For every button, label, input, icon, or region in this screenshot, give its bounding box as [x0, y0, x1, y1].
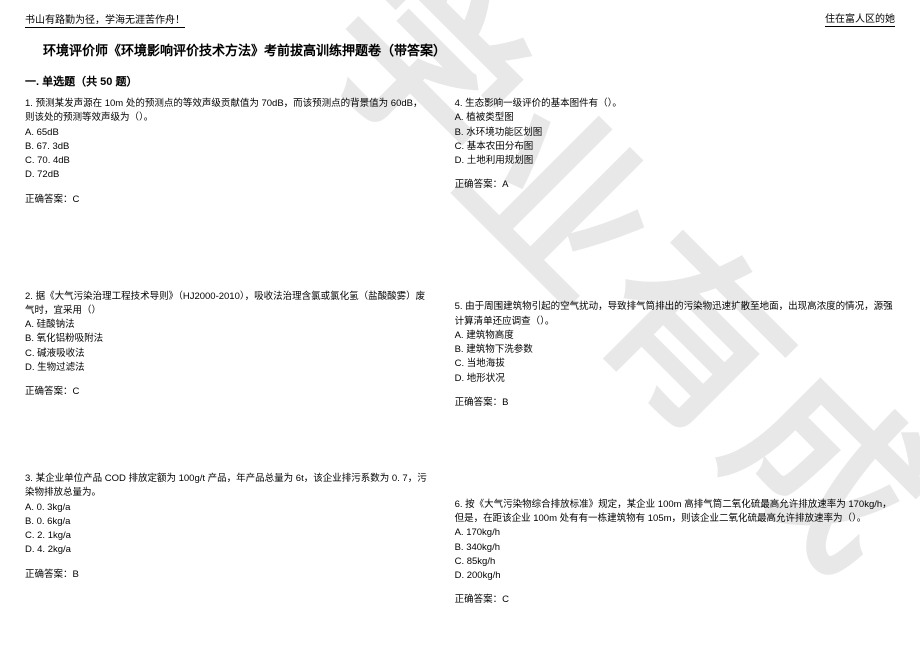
option-d: D. 4. 2kg/a — [25, 543, 431, 557]
option-b: B. 67. 3dB — [25, 140, 431, 154]
question-text: 6. 按《大气污染物综合排放标准》规定，某企业 100m 高排气筒二氧化硫最高允… — [455, 498, 895, 527]
question-body: 由于周围建筑物引起的空气扰动，导致排气筒排出的污染物迅速扩散至地面，出现高浓度的… — [455, 301, 893, 326]
question-number: 5. — [455, 301, 463, 312]
question-body: 按《大气污染物综合排放标准》规定，某企业 100m 高排气筒二氧化硫最高允许排放… — [455, 499, 892, 524]
option-a: A. 植被类型图 — [455, 111, 895, 125]
right-column: 4. 生态影响一级评价的基本图件有（）。 A. 植被类型图 B. 水环境功能区划… — [443, 97, 895, 605]
option-d: D. 地形状况 — [455, 372, 895, 386]
question-1: 1. 预测某发声源在 10m 处的预测点的等效声级贡献值为 70dB，而该预测点… — [25, 97, 431, 205]
header-right: 住在富人区的她 — [825, 10, 895, 27]
option-c: C. 基本农田分布图 — [455, 140, 895, 154]
answer: 正确答案：C — [455, 591, 895, 605]
question-text: 4. 生态影响一级评价的基本图件有（）。 — [455, 97, 895, 111]
option-a: A. 65dB — [25, 126, 431, 140]
exam-title: 环境评价师《环境影响评价技术方法》考前拔高训练押题卷（带答案） — [43, 40, 895, 59]
option-b: B. 氧化铝粉吸附法 — [25, 332, 431, 346]
answer: 正确答案：C — [25, 383, 431, 397]
option-b: B. 340kg/h — [455, 541, 895, 555]
option-c: C. 85kg/h — [455, 555, 895, 569]
question-text: 1. 预测某发声源在 10m 处的预测点的等效声级贡献值为 70dB，而该预测点… — [25, 97, 431, 126]
option-a: A. 硅酸钠法 — [25, 318, 431, 332]
answer: 正确答案：A — [455, 176, 895, 190]
answer: 正确答案：B — [455, 394, 895, 408]
option-a: A. 0. 3kg/a — [25, 501, 431, 515]
answer: 正确答案：B — [25, 566, 431, 580]
question-2: 2. 据《大气污染治理工程技术导则》（HJ2000-2010），吸收法治理含氯或… — [25, 290, 431, 398]
question-number: 6. — [455, 499, 463, 510]
question-text: 2. 据《大气污染治理工程技术导则》（HJ2000-2010），吸收法治理含氯或… — [25, 290, 431, 319]
left-column: 1. 预测某发声源在 10m 处的预测点的等效声级贡献值为 70dB，而该预测点… — [25, 97, 443, 605]
section-header: 一. 单选题（共 50 题） — [25, 73, 895, 89]
question-body: 某企业单位产品 COD 排放定额为 100g/t 产品，年产品总量为 6t，该企… — [25, 473, 427, 498]
page-content: 书山有路勤为径，学海无涯苦作舟！ 住在富人区的她 环境评价师《环境影响评价技术方… — [0, 0, 920, 615]
option-c: C. 2. 1kg/a — [25, 529, 431, 543]
option-d: D. 200kg/h — [455, 569, 895, 583]
question-number: 3. — [25, 473, 33, 484]
question-number: 1. — [25, 98, 33, 109]
option-c: C. 碱液吸收法 — [25, 347, 431, 361]
option-d: D. 土地利用规划图 — [455, 154, 895, 168]
question-body: 生态影响一级评价的基本图件有（）。 — [465, 98, 622, 109]
question-text: 3. 某企业单位产品 COD 排放定额为 100g/t 产品，年产品总量为 6t… — [25, 472, 431, 501]
option-a: A. 170kg/h — [455, 526, 895, 540]
option-d: D. 生物过滤法 — [25, 361, 431, 375]
option-b: B. 水环境功能区划图 — [455, 126, 895, 140]
questions-container: 1. 预测某发声源在 10m 处的预测点的等效声级贡献值为 70dB，而该预测点… — [25, 97, 895, 605]
option-b: B. 0. 6kg/a — [25, 515, 431, 529]
question-5: 5. 由于周围建筑物引起的空气扰动，导致排气筒排出的污染物迅速扩散至地面，出现高… — [455, 300, 895, 408]
question-4: 4. 生态影响一级评价的基本图件有（）。 A. 植被类型图 B. 水环境功能区划… — [455, 97, 895, 190]
question-3: 3. 某企业单位产品 COD 排放定额为 100g/t 产品，年产品总量为 6t… — [25, 472, 431, 580]
question-number: 4. — [455, 98, 463, 109]
option-c: C. 70. 4dB — [25, 154, 431, 168]
question-body: 据《大气污染治理工程技术导则》（HJ2000-2010），吸收法治理含氯或氯化氢… — [25, 291, 425, 316]
question-text: 5. 由于周围建筑物引起的空气扰动，导致排气筒排出的污染物迅速扩散至地面，出现高… — [455, 300, 895, 329]
answer: 正确答案：C — [25, 191, 431, 205]
header-left: 书山有路勤为径，学海无涯苦作舟！ — [25, 11, 185, 28]
option-c: C. 当地海拔 — [455, 357, 895, 371]
option-d: D. 72dB — [25, 168, 431, 182]
question-number: 2. — [25, 291, 33, 302]
question-body: 预测某发声源在 10m 处的预测点的等效声级贡献值为 70dB，而该预测点的背景… — [25, 98, 423, 123]
option-b: B. 建筑物下洗参数 — [455, 343, 895, 357]
option-a: A. 建筑物高度 — [455, 329, 895, 343]
question-6: 6. 按《大气污染物综合排放标准》规定，某企业 100m 高排气筒二氧化硫最高允… — [455, 498, 895, 606]
